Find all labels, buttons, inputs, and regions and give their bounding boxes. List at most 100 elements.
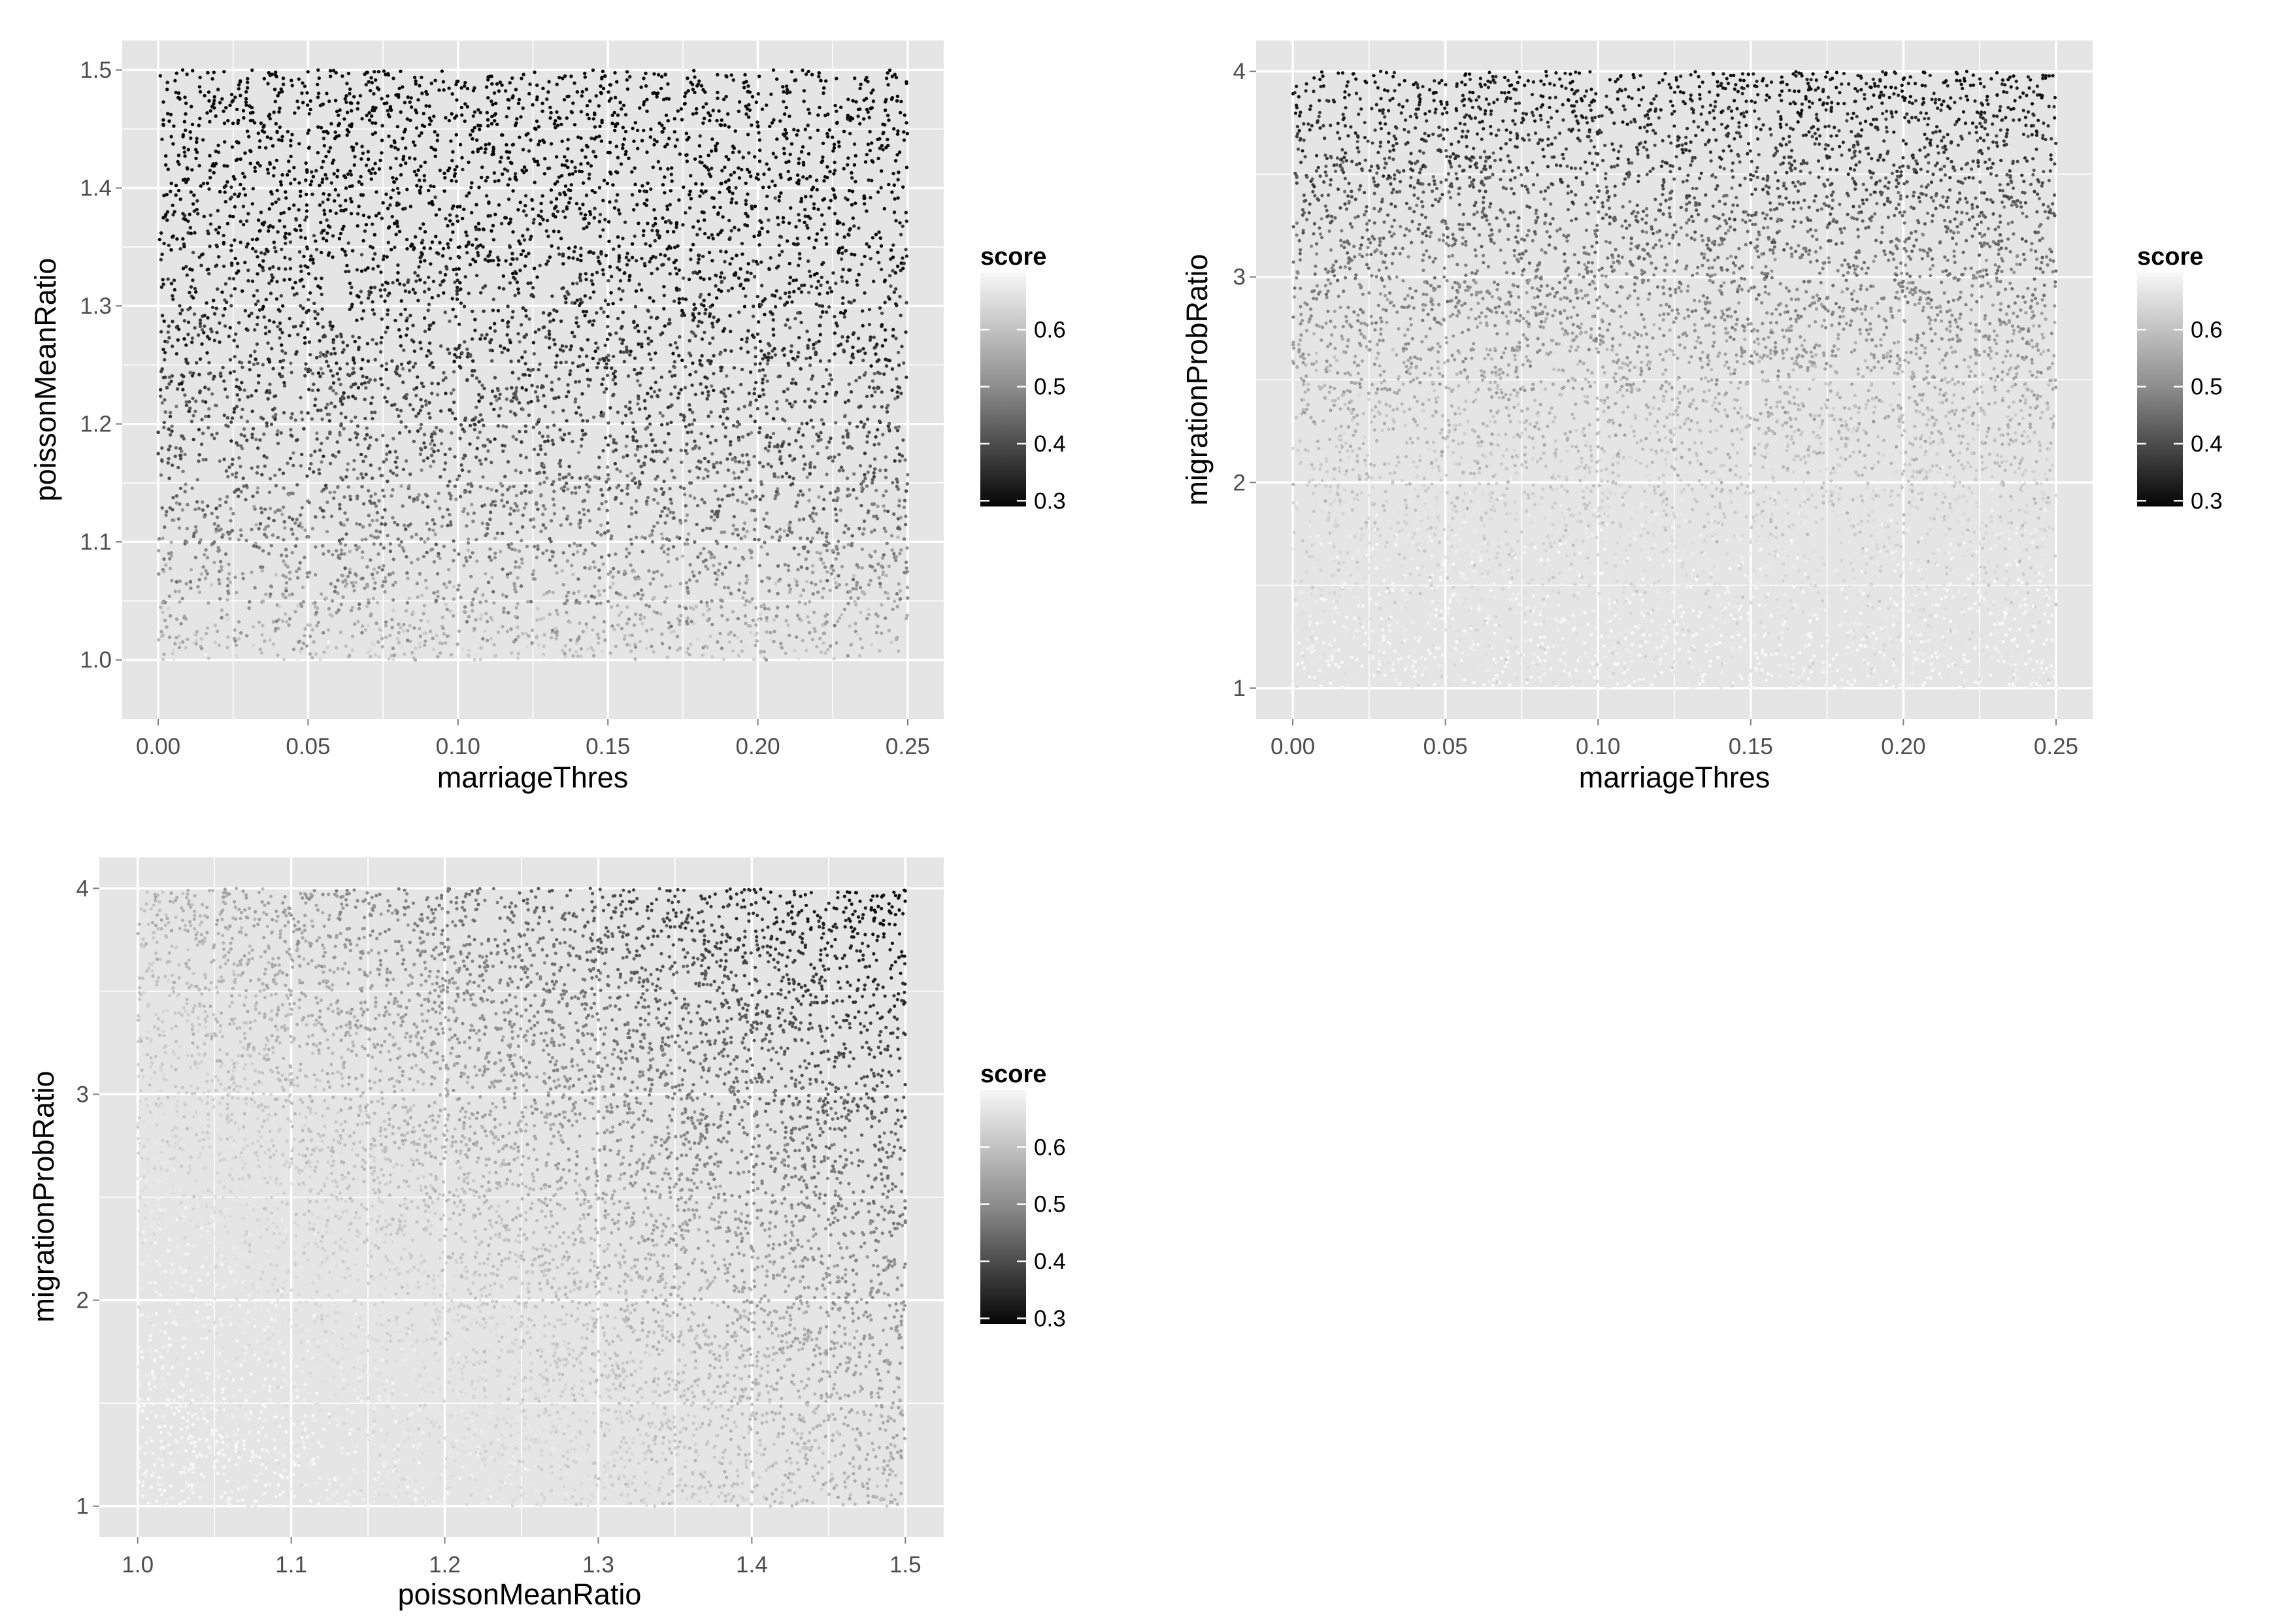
data-point bbox=[374, 190, 378, 193]
data-point bbox=[863, 422, 866, 425]
data-point bbox=[678, 519, 682, 522]
data-point bbox=[310, 193, 314, 196]
data-point bbox=[276, 508, 280, 512]
data-point bbox=[583, 72, 586, 75]
data-point bbox=[669, 498, 672, 501]
data-point bbox=[505, 595, 508, 598]
data-point bbox=[887, 118, 890, 122]
data-point bbox=[768, 344, 771, 347]
data-point bbox=[631, 654, 634, 657]
data-point bbox=[640, 139, 644, 142]
data-point bbox=[905, 489, 908, 493]
data-point bbox=[714, 284, 717, 288]
data-point bbox=[536, 395, 539, 399]
data-point bbox=[812, 343, 815, 346]
data-point bbox=[580, 444, 583, 448]
data-point bbox=[765, 103, 768, 107]
data-point bbox=[905, 121, 908, 124]
data-point bbox=[715, 578, 718, 581]
data-point bbox=[312, 382, 315, 386]
data-point bbox=[776, 476, 780, 479]
data-point bbox=[534, 127, 537, 131]
data-point bbox=[194, 399, 197, 403]
data-point bbox=[555, 197, 558, 201]
data-point bbox=[523, 362, 527, 365]
data-point bbox=[558, 478, 561, 481]
data-point bbox=[373, 286, 376, 289]
data-point bbox=[263, 639, 266, 642]
data-point bbox=[644, 455, 647, 458]
data-point bbox=[535, 555, 539, 559]
data-point bbox=[753, 387, 756, 390]
data-point bbox=[337, 450, 340, 454]
data-point bbox=[654, 488, 657, 491]
data-point bbox=[833, 352, 836, 356]
data-point bbox=[571, 172, 574, 175]
data-point bbox=[371, 338, 374, 341]
data-point bbox=[189, 580, 192, 584]
data-point bbox=[482, 227, 485, 231]
data-point bbox=[740, 454, 744, 457]
data-point bbox=[777, 579, 780, 582]
data-point bbox=[834, 421, 837, 424]
data-point bbox=[165, 386, 169, 389]
data-point bbox=[314, 397, 317, 401]
data-point bbox=[737, 533, 740, 537]
data-point bbox=[723, 400, 727, 403]
data-point bbox=[414, 280, 418, 283]
data-point bbox=[418, 641, 421, 644]
data-point bbox=[897, 178, 900, 181]
data-point bbox=[169, 190, 172, 193]
data-point bbox=[896, 265, 899, 268]
data-point bbox=[816, 452, 820, 455]
data-point bbox=[459, 423, 463, 426]
data-point bbox=[840, 252, 844, 255]
data-point bbox=[819, 79, 822, 82]
data-point bbox=[889, 640, 893, 644]
data-point bbox=[455, 290, 458, 293]
data-point bbox=[442, 544, 446, 548]
data-point bbox=[616, 114, 620, 117]
data-point bbox=[616, 623, 620, 627]
data-point bbox=[768, 125, 771, 128]
data-point bbox=[776, 216, 779, 219]
data-point bbox=[576, 577, 580, 580]
data-point bbox=[448, 480, 451, 483]
data-point bbox=[763, 313, 766, 316]
data-point bbox=[881, 572, 884, 576]
data-point bbox=[820, 531, 823, 535]
data-point bbox=[303, 555, 306, 559]
data-point bbox=[634, 645, 637, 648]
data-point bbox=[386, 480, 389, 483]
data-point bbox=[731, 493, 735, 496]
data-point bbox=[833, 456, 836, 459]
data-point bbox=[484, 179, 488, 182]
data-point bbox=[531, 368, 535, 371]
data-point bbox=[714, 583, 717, 586]
data-point bbox=[833, 142, 836, 146]
data-point bbox=[888, 565, 891, 568]
data-point bbox=[874, 233, 878, 236]
data-point bbox=[852, 299, 855, 302]
data-point bbox=[835, 641, 838, 644]
data-point bbox=[509, 410, 512, 413]
data-point bbox=[760, 580, 763, 583]
data-point bbox=[408, 430, 411, 433]
data-point bbox=[183, 393, 186, 397]
data-point bbox=[403, 101, 407, 104]
data-point bbox=[701, 337, 704, 340]
data-point bbox=[829, 491, 832, 495]
data-point bbox=[652, 165, 655, 169]
data-point bbox=[327, 99, 331, 103]
data-point bbox=[163, 376, 167, 379]
data-point bbox=[821, 156, 824, 159]
data-point bbox=[467, 482, 470, 486]
data-point bbox=[287, 159, 290, 163]
data-point bbox=[195, 150, 199, 154]
data-point bbox=[406, 638, 409, 642]
data-point bbox=[318, 339, 321, 342]
data-point bbox=[329, 146, 332, 149]
data-point bbox=[189, 137, 192, 140]
data-point bbox=[564, 655, 567, 658]
data-point bbox=[584, 156, 587, 159]
